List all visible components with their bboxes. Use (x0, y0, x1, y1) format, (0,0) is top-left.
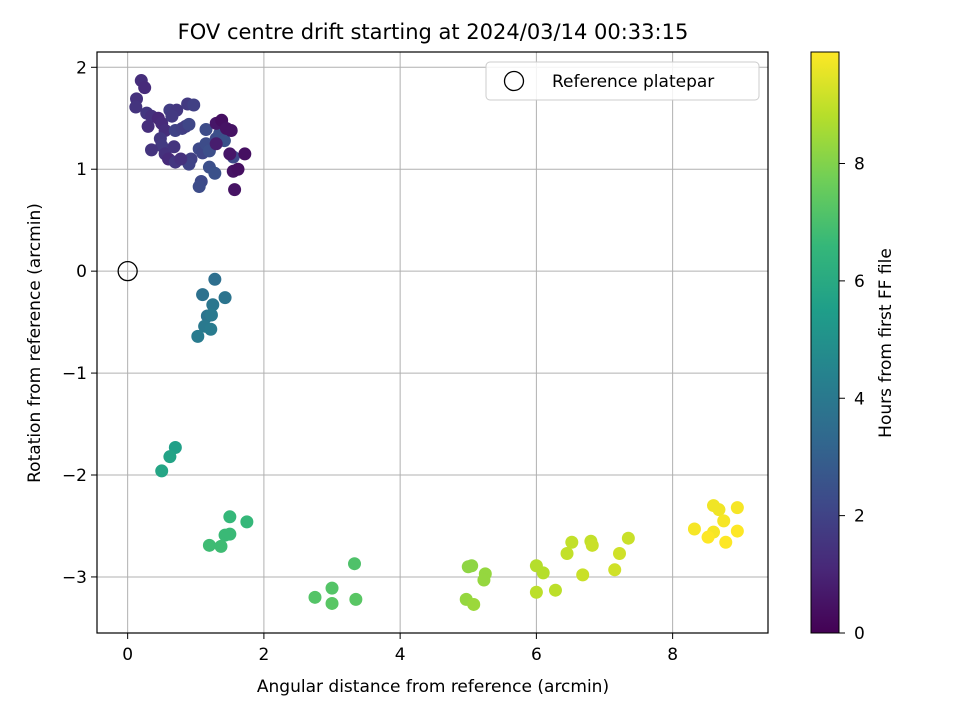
legend-marker-reference (503, 70, 525, 92)
data-point (576, 568, 590, 582)
data-point (163, 450, 177, 464)
data-point (560, 546, 574, 560)
data-point (208, 166, 222, 180)
data-point (191, 329, 205, 343)
data-point (204, 322, 218, 336)
y-tick-label: 1 (76, 160, 87, 180)
reference-point (117, 260, 138, 282)
data-point (565, 535, 579, 549)
chart-title: FOV centre drift starting at 2024/03/14 … (178, 20, 689, 44)
legend-entry-reference: Reference platepar (552, 72, 714, 92)
data-point (348, 557, 362, 571)
data-point (719, 535, 733, 549)
x-tick-label: 8 (667, 645, 678, 665)
data-point (477, 573, 491, 587)
x-tick-label: 2 (258, 645, 269, 665)
colorbar-tick-label: 8 (854, 155, 865, 175)
plot-frame (96, 51, 769, 634)
data-point (209, 137, 223, 151)
data-point (138, 81, 152, 95)
data-point (208, 272, 222, 286)
data-point (712, 503, 726, 517)
data-point (585, 538, 599, 552)
data-point (218, 291, 232, 305)
data-point (167, 140, 181, 154)
x-axis-label: Angular distance from reference (arcmin) (257, 677, 609, 697)
data-point (182, 117, 196, 131)
scatter-points (129, 74, 744, 611)
data-point (548, 583, 562, 597)
colorbar-tick-label: 6 (854, 272, 865, 292)
data-point (325, 581, 339, 595)
x-tick-label: 6 (531, 645, 542, 665)
data-point (155, 464, 169, 478)
data-point (129, 100, 143, 114)
data-point (467, 597, 481, 611)
data-point (223, 510, 237, 524)
data-point (717, 514, 731, 528)
data-point (174, 152, 188, 166)
colorbar-label: Hours from first FF file (876, 248, 896, 438)
data-point (231, 162, 245, 176)
colorbar-tick-label: 4 (854, 389, 865, 409)
data-point (608, 563, 622, 577)
legend-box (485, 61, 760, 101)
colorbar-tick-label: 2 (854, 507, 865, 527)
x-axis-ticks: 0 2 4 6 8 (122, 633, 678, 665)
colorbar-gradient (810, 51, 840, 634)
data-point (612, 546, 626, 560)
data-point (192, 180, 206, 194)
data-point (529, 585, 543, 599)
y-axis-ticks: −3 −2 −1 0 1 2 (62, 58, 97, 588)
data-point (228, 183, 242, 197)
data-point (187, 98, 201, 112)
y-tick-label: 0 (76, 262, 87, 282)
y-tick-label: 2 (76, 58, 87, 78)
data-point (223, 527, 237, 541)
data-point (214, 539, 228, 553)
data-point (199, 122, 213, 136)
data-point (730, 524, 744, 538)
data-point (202, 538, 216, 552)
data-point (206, 298, 220, 312)
data-point (687, 522, 701, 536)
y-tick-label: −2 (62, 466, 87, 486)
legend: Reference platepar (485, 61, 760, 101)
x-tick-label: 0 (122, 645, 133, 665)
colorbar-ticks: 0 2 4 6 8 (839, 155, 865, 644)
data-point (621, 531, 635, 545)
data-point (223, 147, 237, 161)
data-point (165, 109, 179, 123)
data-point (224, 123, 238, 137)
reference-marker (117, 260, 138, 282)
data-point (349, 592, 363, 606)
data-point (141, 119, 155, 133)
x-tick-label: 4 (395, 645, 406, 665)
y-tick-label: −1 (62, 364, 87, 384)
data-point (536, 566, 550, 580)
data-point (238, 147, 252, 161)
colorbar-tick-label: 0 (854, 624, 865, 644)
colorbar: 0 2 4 6 8 Hours from first FF file (810, 51, 896, 644)
data-point (240, 515, 254, 529)
data-point (144, 143, 158, 157)
data-point (204, 308, 218, 322)
data-point (325, 596, 339, 610)
data-point (308, 590, 322, 604)
data-point (196, 288, 210, 302)
y-tick-label: −3 (62, 568, 87, 588)
y-axis-label: Rotation from reference (arcmin) (25, 203, 45, 483)
data-point (730, 501, 744, 515)
data-point (461, 560, 475, 574)
data-point (701, 530, 715, 544)
